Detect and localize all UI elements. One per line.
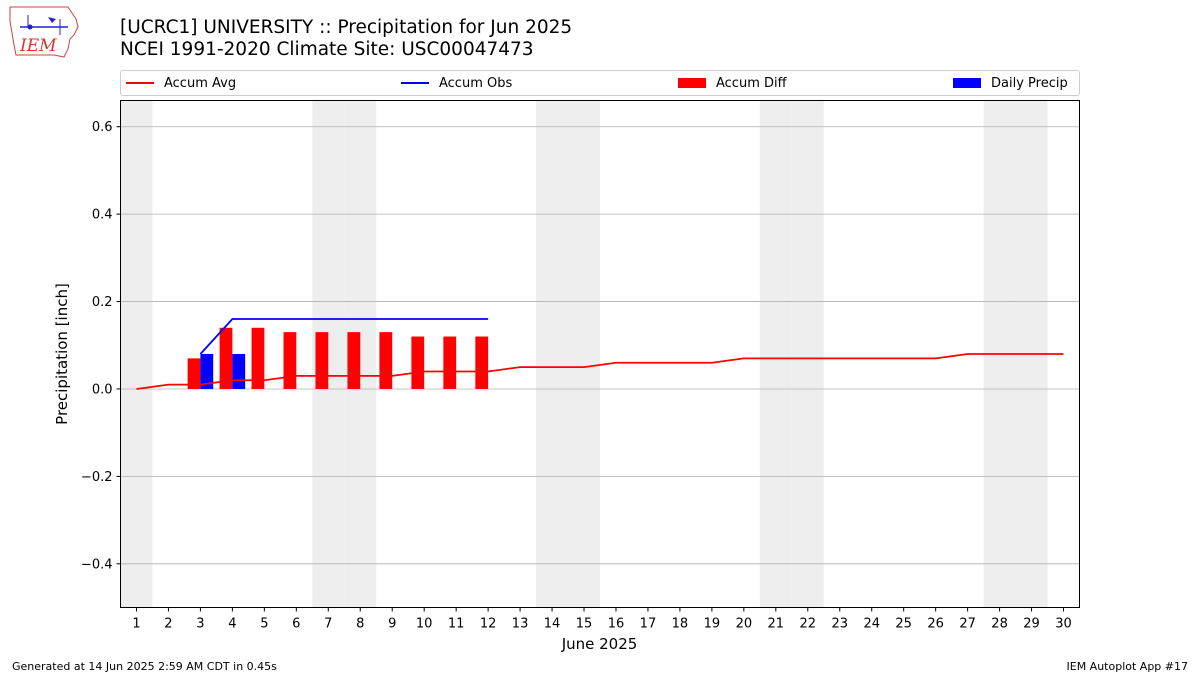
x-tick-label: 14 bbox=[544, 617, 561, 632]
x-axis-label: June 2025 bbox=[561, 635, 638, 653]
x-tick-label: 15 bbox=[576, 617, 593, 632]
x-tick-label: 26 bbox=[927, 617, 944, 632]
accum-diff-bar bbox=[315, 332, 329, 389]
x-tick-label: 17 bbox=[640, 617, 657, 632]
accum-diff-bar bbox=[443, 336, 457, 389]
legend-swatch-accum-obs bbox=[401, 82, 429, 84]
legend-item-daily-precip: Daily Precip bbox=[953, 71, 1068, 95]
x-tick-label: 2 bbox=[164, 617, 172, 632]
legend-label-daily-precip: Daily Precip bbox=[991, 75, 1068, 91]
legend-swatch-daily-precip bbox=[953, 78, 981, 88]
legend-label-accum-avg: Accum Avg bbox=[164, 75, 237, 91]
x-tick-label: 7 bbox=[324, 617, 332, 632]
x-tick-label: 12 bbox=[480, 617, 497, 632]
x-tick-label: 29 bbox=[1023, 617, 1040, 632]
grid-lines bbox=[120, 126, 1080, 565]
x-tick-label: 30 bbox=[1055, 617, 1072, 632]
x-tick-label: 11 bbox=[448, 617, 465, 632]
accum-diff-bar bbox=[283, 332, 297, 389]
bar-series bbox=[187, 327, 489, 389]
daily-precip-bar bbox=[200, 354, 214, 389]
accum-diff-bar bbox=[475, 336, 489, 389]
x-tick-label: 25 bbox=[895, 617, 912, 632]
x-tick-label: 10 bbox=[416, 617, 433, 632]
x-tick-label: 3 bbox=[196, 617, 204, 632]
line-series bbox=[136, 318, 1064, 390]
footer-app-id: IEM Autoplot App #17 bbox=[1066, 660, 1189, 673]
y-tick-label: −0.2 bbox=[81, 470, 113, 485]
accum-obs-line bbox=[199, 318, 489, 355]
x-tick-label: 27 bbox=[959, 617, 976, 632]
x-tick-label: 24 bbox=[863, 617, 880, 632]
x-tick-label: 16 bbox=[608, 617, 625, 632]
weekend-band bbox=[759, 100, 792, 608]
accum-diff-bar bbox=[219, 327, 233, 389]
x-tick-label: 4 bbox=[228, 617, 236, 632]
weekend-band bbox=[791, 100, 824, 608]
x-tick-label: 6 bbox=[292, 617, 300, 632]
accum-diff-bar bbox=[251, 327, 265, 389]
chart-title: [UCRC1] UNIVERSITY :: Precipitation for … bbox=[120, 17, 573, 38]
x-tick-label: 20 bbox=[736, 617, 753, 632]
x-tick-label: 28 bbox=[991, 617, 1008, 632]
y-tick-label: 0.4 bbox=[92, 208, 113, 223]
legend-label-accum-diff: Accum Diff bbox=[716, 75, 787, 91]
legend-label-accum-obs: Accum Obs bbox=[439, 75, 513, 91]
footer-generated: Generated at 14 Jun 2025 2:59 AM CDT in … bbox=[12, 660, 277, 673]
x-tick-label: 23 bbox=[831, 617, 848, 632]
x-tick-label: 19 bbox=[704, 617, 721, 632]
y-tick-label: −0.4 bbox=[81, 557, 113, 572]
accum-diff-bar bbox=[379, 332, 393, 389]
legend-item-accum-obs: Accum Obs bbox=[401, 71, 512, 95]
chart-subtitle: NCEI 1991-2020 Climate Site: USC00047473 bbox=[120, 39, 534, 60]
legend-item-accum-diff: Accum Diff bbox=[678, 71, 787, 95]
x-tick-label: 1 bbox=[132, 617, 140, 632]
x-tick-label: 18 bbox=[672, 617, 689, 632]
plot-frame bbox=[120, 100, 1080, 608]
accum-diff-bar bbox=[411, 336, 425, 389]
y-tick-label: 0.6 bbox=[92, 120, 113, 135]
y-tick-label: 0.0 bbox=[92, 382, 113, 397]
x-tick-label: 21 bbox=[768, 617, 785, 632]
accum-avg-line bbox=[136, 353, 1064, 390]
logo-text: IEM bbox=[19, 36, 57, 56]
legend-swatch-accum-diff bbox=[678, 78, 706, 88]
legend: Accum Avg Accum Obs Accum Diff Daily Pre… bbox=[120, 70, 1080, 96]
weekend-band bbox=[536, 100, 569, 608]
x-tick-label: 5 bbox=[260, 617, 268, 632]
weekend-band bbox=[120, 100, 153, 608]
x-tick-label: 13 bbox=[512, 617, 529, 632]
daily-precip-bar bbox=[232, 354, 246, 389]
y-tick-label: 0.2 bbox=[92, 295, 113, 310]
legend-swatch-accum-avg bbox=[126, 82, 154, 84]
accum-diff-bar bbox=[347, 332, 361, 389]
y-axis-label: Precipitation [inch] bbox=[53, 283, 71, 425]
x-tick-label: 8 bbox=[356, 617, 364, 632]
iem-logo: IEM bbox=[8, 5, 82, 63]
legend-item-accum-avg: Accum Avg bbox=[126, 71, 236, 95]
axis-ticks: 1 2 3 4 5 6 7 8 9 10 11 12 13 14 15 16 17 18 19 20 21 22 23 24 2… bbox=[81, 120, 1072, 631]
x-tick-label: 9 bbox=[388, 617, 396, 632]
accum-diff-bar bbox=[187, 358, 201, 389]
x-tick-label: 22 bbox=[800, 617, 817, 632]
weekend-band bbox=[568, 100, 600, 608]
